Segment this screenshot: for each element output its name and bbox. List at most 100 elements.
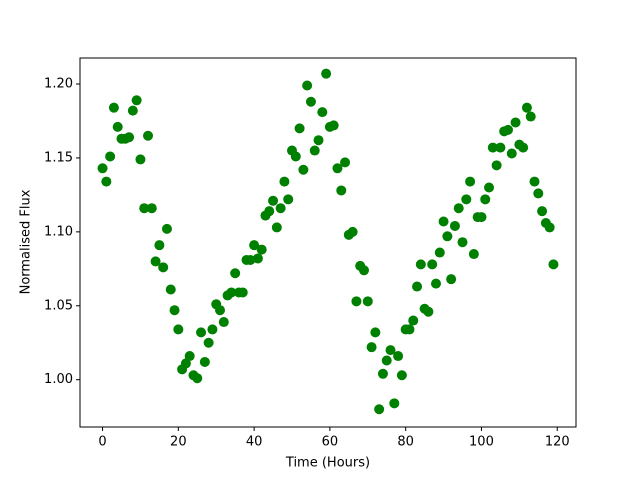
data-point [196,327,207,338]
data-point [105,151,116,162]
data-point [127,105,138,116]
data-point [321,68,332,79]
data-point [521,102,532,113]
data-point [169,305,180,316]
data-point [362,296,373,307]
data-point [97,163,108,174]
data-point [143,130,154,141]
data-point [385,345,396,356]
data-point [366,342,377,353]
data-point [173,324,184,335]
data-point [423,306,434,317]
x-tick-label: 0 [98,435,106,450]
data-point [161,223,172,234]
data-point [305,96,316,107]
data-point [207,324,218,335]
x-tick-label: 40 [246,435,263,450]
y-tick-label: 1.10 [44,224,73,239]
data-point [389,398,400,409]
data-point [298,164,309,175]
data-point [449,220,460,231]
data-point [393,351,404,362]
data-point [468,249,479,260]
data-point [465,176,476,187]
data-point [249,240,260,251]
data-point [404,324,415,335]
data-point [495,142,506,153]
data-point [438,216,449,227]
data-point [415,259,426,270]
x-tick-label: 120 [545,435,570,450]
data-point [453,203,464,214]
data-point [264,206,275,217]
data-point [374,404,385,415]
y-axis-label: Normalised Flux [19,189,34,294]
data-point [230,268,241,279]
data-point [218,317,229,328]
data-point [548,259,559,270]
data-point [309,145,320,156]
data-point [215,305,226,316]
data-point [434,247,445,258]
data-point [525,111,536,122]
data-point [256,244,267,255]
y-tick-label: 1.15 [44,150,73,165]
data-point [184,351,195,362]
data-point [317,107,328,118]
data-point [412,281,423,292]
data-point [336,185,347,196]
data-point [461,194,472,205]
data-point [313,135,324,146]
data-point [377,368,388,379]
data-point [192,373,203,384]
data-point [537,206,548,217]
data-point [332,163,343,174]
data-point [476,212,487,223]
data-point [340,157,351,168]
data-point [381,355,392,366]
data-point [442,231,453,242]
data-point [396,370,407,381]
data-point [199,356,210,367]
data-point [427,259,438,270]
data-point [358,265,369,276]
x-tick-label: 80 [397,435,414,450]
x-axis-label: Time (Hours) [285,456,370,471]
data-point [135,154,146,165]
data-point [328,120,339,131]
data-point [347,226,358,237]
data-point [457,237,468,248]
data-point [268,195,279,206]
data-point [165,284,176,295]
x-tick-label: 100 [469,435,494,450]
data-point [252,253,263,264]
data-point [131,95,142,106]
data-point [158,262,169,273]
data-point [271,222,282,233]
data-point [518,142,529,153]
y-tick-label: 1.20 [44,77,73,92]
data-point [275,203,286,214]
plot-frame [79,57,577,428]
data-point [226,287,237,298]
data-point [408,315,419,326]
data-point [506,148,517,159]
data-point [446,274,457,285]
data-point [302,80,313,91]
data-point [370,327,381,338]
data-point [154,240,165,251]
data-point [294,123,305,134]
data-point [430,278,441,289]
data-point [502,124,513,135]
data-point [491,160,502,171]
y-tick-label: 1.00 [44,372,73,387]
data-point [237,287,248,298]
data-point [487,142,498,153]
data-point [112,121,123,132]
data-point [203,337,214,348]
data-point [279,176,290,187]
data-point [480,194,491,205]
data-point [290,151,301,162]
data-point [351,296,362,307]
